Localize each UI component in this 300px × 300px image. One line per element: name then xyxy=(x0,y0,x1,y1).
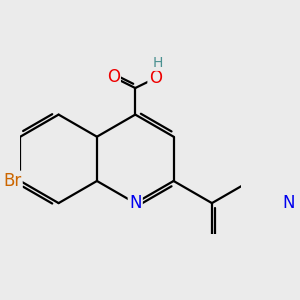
Text: O: O xyxy=(149,69,162,87)
Text: Br: Br xyxy=(3,172,21,190)
Text: O: O xyxy=(106,68,120,86)
Text: N: N xyxy=(129,194,142,212)
Text: H: H xyxy=(152,56,163,70)
Text: N: N xyxy=(282,194,295,212)
